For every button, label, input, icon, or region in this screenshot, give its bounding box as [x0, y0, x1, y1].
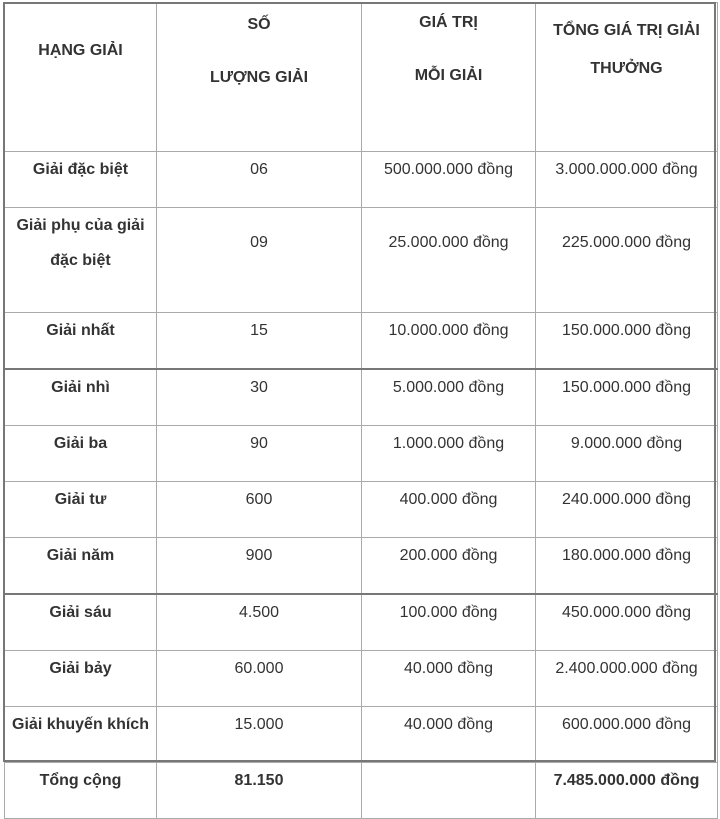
prize-count: 60.000 [156, 650, 362, 707]
prize-total: 150.000.000 đồng [535, 368, 718, 426]
prize-value: 40.000 đồng [361, 650, 536, 707]
prize-count: 600 [156, 481, 362, 538]
table-row: Giải ba 90 1.000.000 đồng 9.000.000 đồng [4, 425, 718, 482]
prize-total: 3.000.000.000 đồng [535, 151, 718, 208]
header-quantity: SỐ LƯỢNG GIẢI [156, 2, 362, 152]
prize-value: 200.000 đồng [361, 537, 536, 595]
prize-name: Giải khuyến khích [4, 706, 157, 763]
prize-table: HẠNG GIẢI SỐ LƯỢNG GIẢI GIÁ TRỊ MỖI GIẢI T… [4, 2, 718, 819]
prize-total: 150.000.000 đồng [535, 312, 718, 370]
prize-name: Giải tư [4, 481, 157, 538]
total-amount: 7.485.000.000 đồng [535, 762, 718, 819]
prize-name: Giải năm [4, 537, 157, 595]
table-row: Giải khuyến khích 15.000 40.000 đồng 600… [4, 706, 718, 763]
header-prize-rank: HẠNG GIẢI [4, 2, 157, 152]
prize-name: Giải phụ của giải đặc biệt [4, 207, 157, 313]
total-row: Tổng cộng 81.150 7.485.000.000 đồng [4, 762, 718, 819]
prize-value: 10.000.000 đồng [361, 312, 536, 370]
prize-value: 5.000.000 đồng [361, 368, 536, 426]
prize-name: Giải sáu [4, 593, 157, 651]
prize-count: 09 [156, 207, 362, 313]
prize-count: 15.000 [156, 706, 362, 763]
prize-total: 2.400.000.000 đồng [535, 650, 718, 707]
table-row: Giải bảy 60.000 40.000 đồng 2.400.000.00… [4, 650, 718, 707]
prize-name: Giải ba [4, 425, 157, 482]
total-count: 81.150 [156, 762, 362, 819]
table-row: Giải năm 900 200.000 đồng 180.000.000 đồ… [4, 537, 718, 595]
prize-value: 1.000.000 đồng [361, 425, 536, 482]
prize-count: 30 [156, 368, 362, 426]
prize-total: 9.000.000 đồng [535, 425, 718, 482]
prize-value: 400.000 đồng [361, 481, 536, 538]
prize-value: 25.000.000 đồng [361, 207, 536, 313]
prize-name: Giải nhất [4, 312, 157, 370]
prize-count: 4.500 [156, 593, 362, 651]
prize-count: 15 [156, 312, 362, 370]
prize-value: 100.000 đồng [361, 593, 536, 651]
table-row: Giải nhất 15 10.000.000 đồng 150.000.000… [4, 312, 718, 370]
table-row: Giải tư 600 400.000 đồng 240.000.000 đồn… [4, 481, 718, 538]
prize-total: 180.000.000 đồng [535, 537, 718, 595]
prize-value: 40.000 đồng [361, 706, 536, 763]
prize-count: 90 [156, 425, 362, 482]
table-row: Giải đặc biệt 06 500.000.000 đồng 3.000.… [4, 151, 718, 208]
prize-count: 06 [156, 151, 362, 208]
prize-total: 225.000.000 đồng [535, 207, 718, 313]
table-row: Giải phụ của giải đặc biệt 09 25.000.000 … [4, 207, 718, 313]
total-value [361, 762, 536, 819]
prize-name: Giải bảy [4, 650, 157, 707]
table-row: Giải nhì 30 5.000.000 đồng 150.000.000 đ… [4, 368, 718, 426]
total-label: Tổng cộng [4, 762, 157, 819]
prize-name: Giải đặc biệt [4, 151, 157, 208]
header-row: HẠNG GIẢI SỐ LƯỢNG GIẢI GIÁ TRỊ MỖI GIẢI T… [4, 2, 718, 152]
prize-name: Giải nhì [4, 368, 157, 426]
prize-count: 900 [156, 537, 362, 595]
header-value-each: GIÁ TRỊ MỖI GIẢI [361, 2, 536, 152]
table-row: Giải sáu 4.500 100.000 đồng 450.000.000 … [4, 593, 718, 651]
prize-total: 600.000.000 đồng [535, 706, 718, 763]
prize-total: 240.000.000 đồng [535, 481, 718, 538]
prize-value: 500.000.000 đồng [361, 151, 536, 208]
header-total-value: TỔNG GIÁ TRỊ GIẢI THƯỞNG [535, 2, 718, 152]
prize-total: 450.000.000 đồng [535, 593, 718, 651]
